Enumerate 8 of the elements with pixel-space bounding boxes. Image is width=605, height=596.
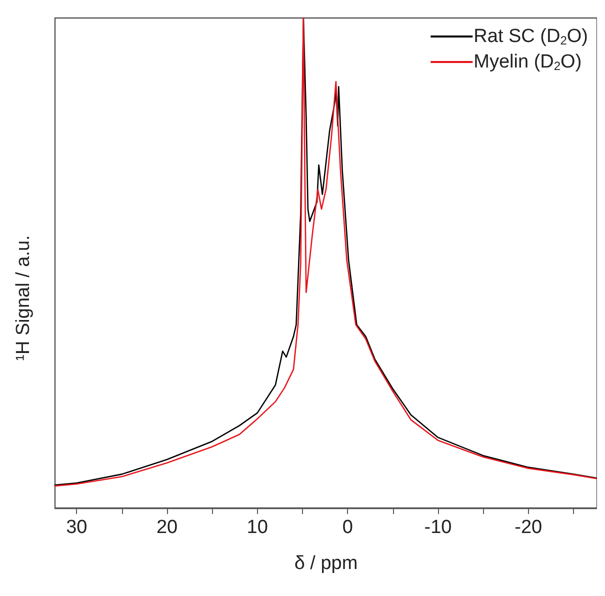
y-axis-title: ¹H Signal / a.u. (13, 235, 34, 361)
x-axis-title: δ / ppm (294, 553, 358, 574)
x-tick-label: 10 (246, 517, 268, 538)
x-tick-label: -20 (514, 517, 542, 538)
x-tick-label: 20 (156, 517, 178, 538)
x-tick-label: -10 (424, 517, 452, 538)
x-tick-label: 0 (342, 517, 353, 538)
x-tick-label: 30 (66, 517, 88, 538)
